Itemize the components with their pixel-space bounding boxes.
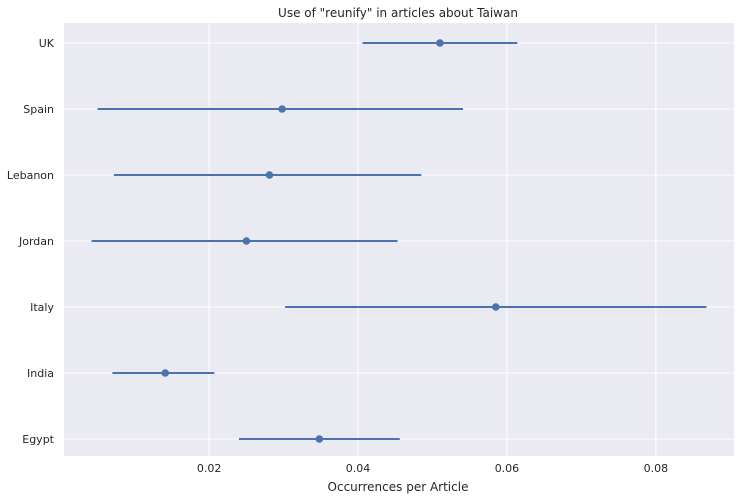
y-tick-label-italy: Italy [30,301,54,314]
point-india [161,369,170,377]
point-egypt [315,435,324,443]
chart-title: Use of "reunify" in articles about Taiwa… [278,6,518,20]
y-tick-label-uk: UK [39,37,55,50]
x-tick-label: 0.04 [346,462,371,475]
y-tick-label-jordan: Jordan [18,235,54,248]
data-series [91,39,707,443]
point-jordan [242,237,251,245]
axes: 0.02 0.04 0.06 0.08 UK Spain Lebanon Jordan Ital… [7,37,668,475]
x-axis-label: Occurrences per Article [328,480,469,494]
plot-area [64,23,734,456]
point-spain [278,105,286,113]
x-tick-label: 0.02 [197,462,222,475]
y-tick-label-spain: Spain [23,103,54,116]
y-tick-label-lebanon: Lebanon [7,169,54,182]
x-tick-label: 0.06 [495,462,520,475]
y-tick-label-india: India [27,367,54,380]
point-uk [436,39,444,47]
x-tick-label: 0.08 [644,462,669,475]
y-tick-label-egypt: Egypt [22,433,54,446]
point-italy [491,303,500,311]
point-lebanon [265,171,274,179]
